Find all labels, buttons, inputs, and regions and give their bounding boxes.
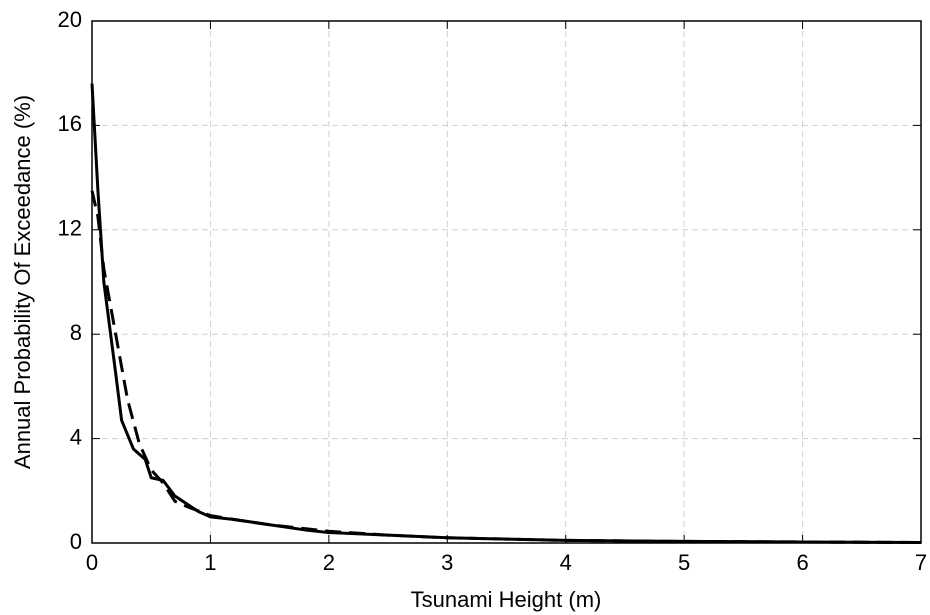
x-tick-label: 1 [204, 550, 216, 575]
y-tick-label: 4 [70, 424, 82, 449]
y-axis-label: Annual Probability Of Exceedance (%) [10, 95, 35, 469]
series-line [90, 190, 922, 544]
x-tick-label: 2 [323, 550, 335, 575]
x-tick-label: 3 [441, 550, 453, 575]
x-tick-label: 5 [678, 550, 690, 575]
y-tick-label: 0 [70, 529, 82, 554]
x-tick-label: 6 [796, 550, 808, 575]
y-tick-label: 12 [58, 216, 82, 241]
y-tick-label: 16 [58, 111, 82, 136]
x-tick-label: 4 [560, 550, 572, 575]
plot-frame [91, 20, 922, 544]
x-axis-label: Tsunami Height (m) [411, 587, 602, 612]
y-tick-label: 8 [70, 320, 82, 345]
x-tick-label: 0 [86, 550, 98, 575]
y-tick-label: 20 [58, 7, 82, 32]
x-tick-label: 7 [915, 550, 927, 575]
series-line [90, 83, 922, 544]
